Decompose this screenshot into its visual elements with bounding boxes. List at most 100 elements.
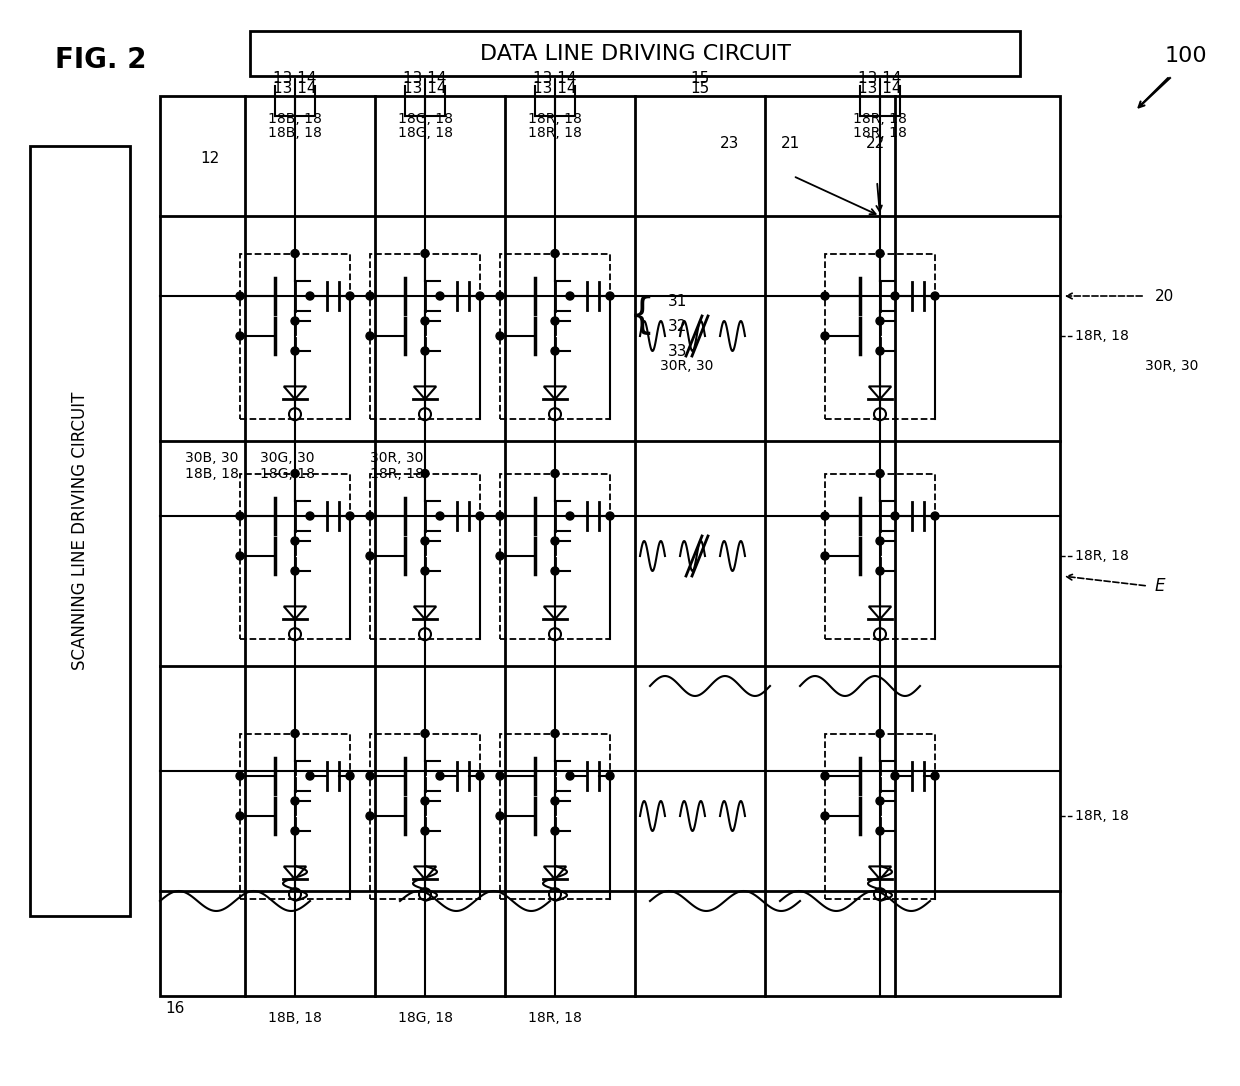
- Circle shape: [551, 348, 559, 355]
- Circle shape: [422, 730, 429, 737]
- Circle shape: [551, 250, 559, 257]
- Circle shape: [892, 292, 899, 300]
- Circle shape: [291, 828, 299, 835]
- Text: 18R, 18: 18R, 18: [853, 112, 906, 126]
- Text: 18B, 18: 18B, 18: [268, 126, 322, 140]
- Circle shape: [236, 292, 244, 300]
- Bar: [30, 146, 130, 915]
- Circle shape: [606, 292, 614, 300]
- Circle shape: [821, 332, 830, 340]
- Circle shape: [496, 512, 503, 520]
- Circle shape: [422, 567, 429, 574]
- Circle shape: [875, 567, 884, 574]
- Circle shape: [366, 812, 374, 820]
- Bar: [500, 473, 610, 639]
- Bar: [370, 253, 480, 418]
- Circle shape: [551, 797, 559, 805]
- Text: 18G, 18: 18G, 18: [398, 126, 453, 140]
- Circle shape: [551, 730, 559, 737]
- Circle shape: [931, 512, 939, 520]
- Circle shape: [236, 512, 244, 520]
- Text: 15: 15: [691, 81, 709, 96]
- Circle shape: [821, 772, 830, 780]
- Circle shape: [551, 469, 559, 478]
- Text: 100: 100: [1166, 46, 1208, 66]
- Circle shape: [306, 292, 314, 300]
- Circle shape: [551, 536, 559, 545]
- Circle shape: [476, 512, 484, 520]
- Circle shape: [346, 512, 353, 520]
- Bar: [370, 733, 480, 898]
- Circle shape: [436, 292, 444, 300]
- Circle shape: [346, 772, 353, 780]
- Circle shape: [291, 536, 299, 545]
- Text: 30G, 30
18G, 18: 30G, 30 18G, 18: [260, 451, 315, 481]
- Text: 23: 23: [720, 136, 740, 151]
- Circle shape: [422, 469, 429, 478]
- Text: 18R, 18: 18R, 18: [1075, 809, 1128, 823]
- Circle shape: [476, 772, 484, 780]
- Circle shape: [306, 512, 314, 520]
- Bar: [241, 253, 350, 418]
- Text: SCANNING LINE DRIVING CIRCUIT: SCANNING LINE DRIVING CIRCUIT: [71, 392, 89, 670]
- Circle shape: [236, 552, 244, 560]
- Circle shape: [366, 332, 374, 340]
- Circle shape: [875, 730, 884, 737]
- Circle shape: [476, 292, 484, 300]
- Bar: [500, 733, 610, 898]
- Text: 13 14: 13 14: [273, 71, 316, 86]
- Bar: [500, 253, 610, 418]
- Text: 13 14: 13 14: [858, 81, 901, 96]
- Text: 18R, 18: 18R, 18: [1075, 550, 1128, 563]
- Circle shape: [565, 512, 574, 520]
- Circle shape: [821, 292, 830, 300]
- Text: 18B, 18: 18B, 18: [268, 112, 322, 126]
- Circle shape: [422, 348, 429, 355]
- Text: FIG. 2: FIG. 2: [55, 46, 146, 74]
- Circle shape: [875, 250, 884, 257]
- Text: DATA LINE DRIVING CIRCUIT: DATA LINE DRIVING CIRCUIT: [480, 43, 791, 63]
- Circle shape: [236, 812, 244, 820]
- Circle shape: [875, 348, 884, 355]
- Circle shape: [551, 828, 559, 835]
- Circle shape: [346, 292, 353, 300]
- Circle shape: [436, 512, 444, 520]
- Circle shape: [496, 552, 503, 560]
- Text: 18R, 18: 18R, 18: [528, 126, 582, 140]
- Text: 21: 21: [780, 136, 800, 151]
- Circle shape: [875, 797, 884, 805]
- Bar: [825, 473, 935, 639]
- Circle shape: [551, 317, 559, 325]
- Text: 18R, 18: 18R, 18: [1075, 329, 1128, 343]
- Text: 18G, 18: 18G, 18: [398, 1011, 453, 1025]
- Bar: [370, 473, 480, 639]
- Circle shape: [291, 250, 299, 257]
- Circle shape: [892, 512, 899, 520]
- Circle shape: [496, 332, 503, 340]
- Bar: [825, 733, 935, 898]
- Text: 20: 20: [1154, 289, 1174, 303]
- Circle shape: [875, 536, 884, 545]
- Text: 30R, 30: 30R, 30: [660, 359, 713, 372]
- Text: 30R, 30: 30R, 30: [1145, 359, 1198, 372]
- Text: 33: 33: [668, 343, 687, 358]
- Circle shape: [291, 348, 299, 355]
- Bar: [160, 96, 1060, 996]
- Circle shape: [892, 772, 899, 780]
- Circle shape: [551, 567, 559, 574]
- Text: 12: 12: [201, 151, 219, 166]
- Text: 18G, 18: 18G, 18: [398, 112, 453, 126]
- Text: 18B, 18: 18B, 18: [268, 1011, 322, 1025]
- Circle shape: [606, 772, 614, 780]
- Text: {: {: [629, 295, 655, 337]
- Text: 13 14: 13 14: [533, 71, 577, 86]
- Text: 18R, 18: 18R, 18: [528, 112, 582, 126]
- Text: 13 14: 13 14: [403, 71, 446, 86]
- Circle shape: [366, 772, 374, 780]
- Circle shape: [366, 552, 374, 560]
- Text: 13 14: 13 14: [533, 81, 577, 96]
- Circle shape: [875, 317, 884, 325]
- Circle shape: [291, 317, 299, 325]
- Circle shape: [821, 512, 830, 520]
- Text: 30R, 30
18R, 18: 30R, 30 18R, 18: [370, 451, 424, 481]
